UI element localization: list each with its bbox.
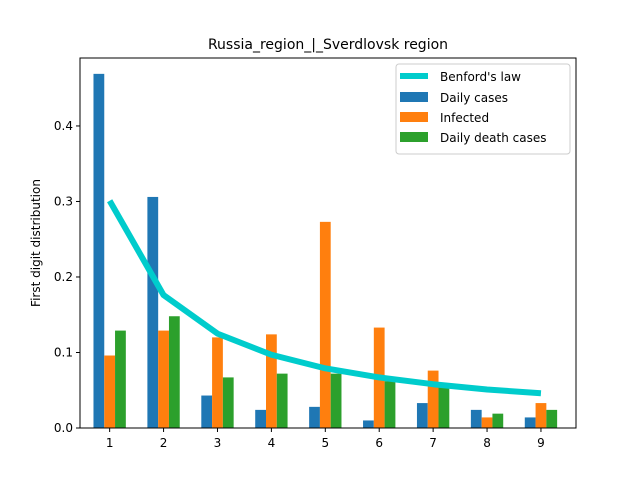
y-axis-label: First digit distribution — [29, 179, 43, 307]
bar-daily-death-cases-1 — [115, 330, 126, 428]
bar-daily-death-cases-7 — [438, 384, 450, 428]
legend-label-daily-cases: Daily cases — [440, 91, 508, 105]
bar-infected-5 — [319, 221, 331, 428]
bar-daily-cases-2 — [147, 196, 159, 428]
legend-swatch-daily-cases — [400, 92, 428, 102]
legend: Benford's law Daily cases Infected Daily de… — [395, 63, 571, 155]
bar-infected-7 — [427, 370, 439, 428]
bar-daily-death-cases-6 — [384, 381, 396, 428]
y-tick-label: 0.1 — [54, 345, 73, 359]
benford-line-group — [107, 199, 542, 397]
bar-daily-cases-7 — [416, 403, 428, 428]
bar-infected-1 — [104, 355, 116, 428]
legend-frame — [395, 63, 571, 155]
bar-daily-death-cases-4 — [276, 373, 288, 428]
y-tick-label: 0.0 — [54, 421, 73, 435]
plot-frame — [79, 57, 577, 429]
bar-infected-3 — [212, 337, 223, 428]
x-tick-label: 5 — [321, 436, 329, 450]
legend-label-daily-death-cases: Daily death cases — [440, 131, 547, 145]
x-tick-label: 6 — [375, 436, 383, 450]
y-tick-label: 0.4 — [54, 119, 73, 133]
bar-daily-cases-4 — [255, 409, 266, 428]
bar-daily-death-cases-2 — [168, 316, 180, 428]
bar-infected-4 — [266, 334, 277, 428]
legend-label-infected: Infected — [440, 111, 489, 125]
benford-line — [107, 199, 542, 397]
bar-daily-death-cases-8 — [492, 413, 504, 428]
bar-daily-cases-1 — [93, 73, 105, 428]
bar-daily-cases-3 — [201, 395, 213, 428]
x-tick-label: 1 — [106, 436, 114, 450]
bars-group — [93, 73, 558, 428]
y-tick-label: 0.2 — [54, 270, 73, 284]
x-tick-label: 8 — [483, 436, 491, 450]
y-axis: 0.0 0.1 0.2 0.3 0.4 — [54, 119, 80, 435]
bar-infected-9 — [535, 403, 547, 428]
x-axis: 1 2 3 4 5 6 7 8 9 — [106, 428, 545, 450]
bar-daily-cases-9 — [524, 417, 536, 428]
bar-infected-8 — [481, 417, 493, 428]
x-tick-label: 2 — [160, 436, 168, 450]
legend-label-benford: Benford's law — [440, 70, 521, 84]
bar-daily-cases-8 — [470, 409, 482, 428]
y-tick-label: 0.3 — [54, 194, 73, 208]
legend-swatch-infected — [400, 112, 428, 122]
bar-daily-death-cases-3 — [222, 377, 234, 428]
x-tick-label: 4 — [268, 436, 276, 450]
x-tick-label: 7 — [429, 436, 437, 450]
legend-swatch-daily-death-cases — [400, 132, 428, 142]
chart-title: Russia_region_|_Sverdlovsk region — [208, 37, 448, 53]
x-tick-label: 3 — [214, 436, 222, 450]
bar-daily-cases-6 — [363, 420, 374, 428]
bar-daily-cases-5 — [309, 406, 320, 428]
bar-daily-death-cases-9 — [546, 409, 558, 428]
x-tick-label: 9 — [537, 436, 545, 450]
bar-infected-2 — [158, 330, 169, 428]
bar-daily-death-cases-5 — [330, 373, 342, 428]
